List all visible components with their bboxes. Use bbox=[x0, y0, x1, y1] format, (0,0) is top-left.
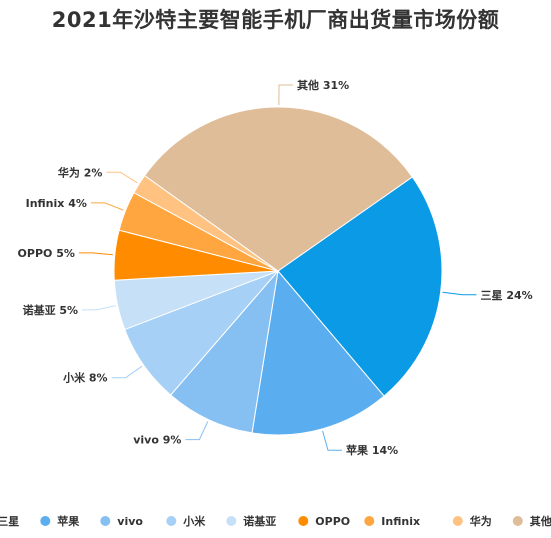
slice-label-7: 华为 2% bbox=[58, 165, 103, 179]
legend-label-3: 小米 bbox=[182, 514, 206, 528]
legend-marker-6 bbox=[364, 516, 375, 526]
slice-label-8: 其他 31% bbox=[297, 78, 349, 92]
legend-label-8: 其他 bbox=[530, 514, 551, 528]
leader-line-6 bbox=[90, 202, 124, 211]
leader-line-2 bbox=[185, 421, 209, 441]
legend-marker-7 bbox=[452, 516, 463, 526]
pie-slice-0 bbox=[277, 176, 443, 397]
leader-line-3 bbox=[111, 365, 143, 379]
pie-slice-8 bbox=[143, 106, 414, 272]
slice-label-2: vivo 9% bbox=[133, 434, 181, 447]
slice-label-5: OPPO 5% bbox=[18, 247, 75, 260]
leader-line-8 bbox=[278, 84, 293, 106]
legend: 三星 苹果 vivo 小米 诺基亚 OPPO Infinix 华为 其他 bbox=[0, 514, 551, 528]
slice-label-4: 诺基亚 5% bbox=[23, 303, 79, 317]
slice-labels: 三星 24% 苹果 14% vivo 9% 小米 8% 诺基亚 5% OPPO 5% Inf… bbox=[18, 78, 533, 457]
slice-label-1: 苹果 14% bbox=[346, 443, 398, 457]
legend-marker-3 bbox=[166, 516, 177, 526]
legend-label-5: OPPO bbox=[315, 515, 350, 528]
legend-marker-2 bbox=[100, 516, 111, 526]
legend-label-6: Infinix bbox=[381, 515, 420, 528]
legend-marker-1 bbox=[40, 516, 51, 526]
slice-label-0: 三星 24% bbox=[481, 289, 533, 302]
legend-label-2: vivo bbox=[117, 515, 143, 528]
legend-label-0: 三星 bbox=[0, 515, 19, 528]
leader-line-1 bbox=[322, 430, 342, 451]
leader-line-7 bbox=[106, 171, 138, 184]
legend-label-4: 诺基亚 bbox=[243, 514, 276, 528]
leader-line-4 bbox=[82, 305, 116, 311]
leader-lines bbox=[78, 84, 477, 451]
slice-label-6: Infinix 4% bbox=[26, 197, 87, 210]
legend-marker-8 bbox=[512, 516, 523, 526]
legend-label-7: 华为 bbox=[470, 514, 492, 528]
leader-line-0 bbox=[442, 291, 477, 296]
pie-slice-1 bbox=[251, 269, 385, 436]
legend-marker-5 bbox=[298, 516, 309, 526]
pie-slice-2 bbox=[169, 269, 279, 434]
slice-label-3: 小米 8% bbox=[62, 371, 108, 385]
leader-line-5 bbox=[78, 252, 113, 256]
chart-title: 2021年沙特主要智能手机厂商出货量市场份额 bbox=[51, 8, 500, 32]
pie-slices bbox=[113, 106, 443, 436]
legend-marker-4 bbox=[226, 516, 237, 526]
legend-label-1: 苹果 bbox=[57, 514, 79, 528]
